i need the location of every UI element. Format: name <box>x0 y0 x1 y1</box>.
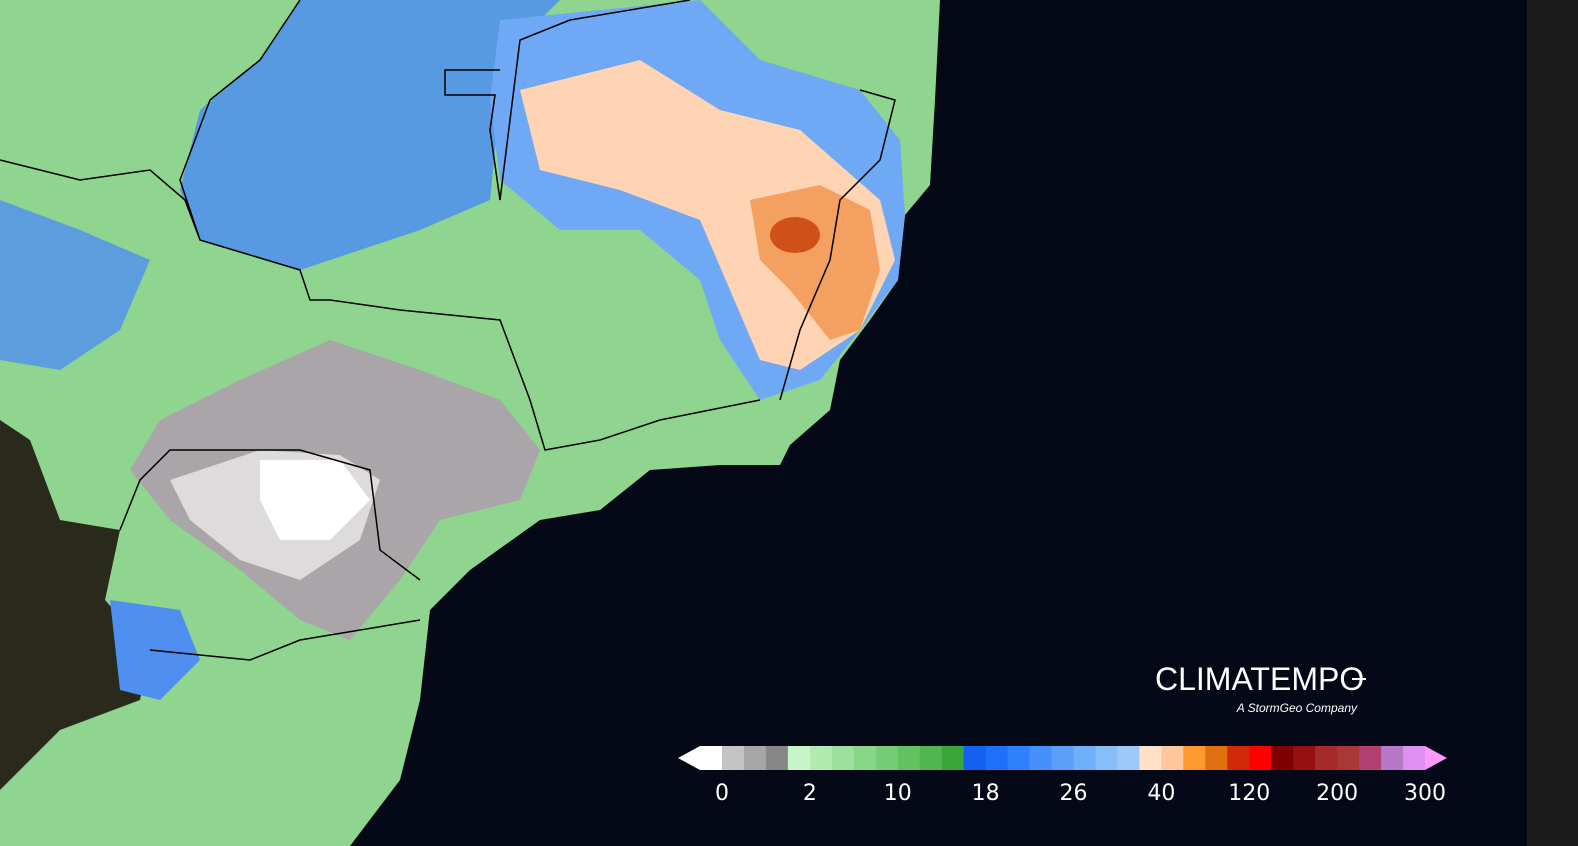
legend-swatch <box>1271 746 1294 770</box>
legend-swatch <box>831 746 855 770</box>
logo-subtitle: A StormGeo Company <box>1236 701 1358 715</box>
legend-swatch <box>1403 746 1426 770</box>
legend-label: 2 <box>803 781 817 806</box>
border <box>0 0 896 661</box>
legend-swatch <box>1293 746 1316 770</box>
legend-label: 10 <box>884 781 912 806</box>
legend-swatch <box>875 746 899 770</box>
legend-label: 26 <box>1059 781 1087 806</box>
legend-swatch <box>1073 746 1096 770</box>
legend-swatch <box>1095 746 1118 770</box>
legend-label: 300 <box>1404 781 1446 806</box>
legend-label: 18 <box>972 781 1000 806</box>
legend-extend-high <box>1425 746 1447 770</box>
legend-swatch <box>787 746 811 770</box>
legend-label: 120 <box>1228 781 1270 806</box>
legend-label: 40 <box>1147 781 1175 806</box>
legend-swatch <box>1359 746 1382 770</box>
neighbor-country <box>0 420 150 790</box>
legend-swatch <box>743 746 767 770</box>
legend-swatch <box>1029 746 1053 770</box>
legend: 0 2 10 18 26 40 120 200 300 <box>678 746 1447 806</box>
logo-title: CLIMATEMPO <box>1155 661 1364 697</box>
legend-swatch <box>1227 746 1250 770</box>
legend-label: 200 <box>1316 781 1358 806</box>
legend-label: 0 <box>715 781 729 806</box>
legend-swatch <box>985 746 1009 770</box>
legend-swatch <box>853 746 877 770</box>
legend-swatch <box>919 746 943 770</box>
legend-swatch <box>1205 746 1228 770</box>
legend-swatch <box>1051 746 1074 770</box>
rain-red <box>770 217 820 253</box>
legend-swatch <box>897 746 921 770</box>
legend-swatch <box>963 746 987 770</box>
legend-swatch <box>1183 746 1206 770</box>
legend-swatch <box>765 746 789 770</box>
legend-swatch <box>941 746 965 770</box>
rain-white <box>260 460 370 540</box>
legend-extend-low <box>678 746 700 770</box>
rain-blue <box>0 0 560 270</box>
legend-swatch <box>1337 746 1360 770</box>
legend-swatch <box>1161 746 1184 770</box>
legend-swatch <box>1381 746 1404 770</box>
legend-swatch <box>721 746 745 770</box>
legend-swatch <box>1117 746 1140 770</box>
legend-swatch <box>1249 746 1272 770</box>
rain-blue <box>0 200 150 370</box>
side-strip <box>1527 0 1578 846</box>
legend-swatch <box>1007 746 1031 770</box>
legend-swatch <box>1139 746 1162 770</box>
legend-swatch <box>1315 746 1338 770</box>
legend-swatch <box>700 746 723 770</box>
legend-swatch <box>809 746 833 770</box>
